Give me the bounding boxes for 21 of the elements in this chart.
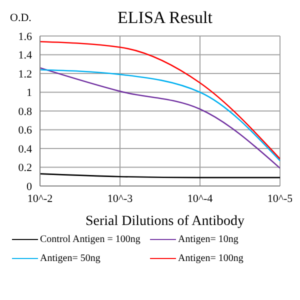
legend-label: Antigen= 10ng: [178, 234, 238, 245]
chart-title: ELISA Result: [118, 8, 212, 27]
legend-label: Antigen= 50ng: [40, 253, 100, 264]
y-tick-label: 0.8: [18, 106, 32, 118]
y-tick-label: 1.6: [18, 30, 32, 43]
y-tick-label: 1: [26, 87, 32, 100]
y-tick-label: 0.2: [18, 162, 32, 174]
x-tick-label: 10^-3: [107, 192, 134, 205]
legend-label: Control Antigen = 100ng: [40, 234, 140, 245]
x-tick-label: 10^-5: [267, 192, 294, 205]
y-tick-label: 0.4: [18, 143, 32, 156]
x-tick-label: 10^-4: [187, 192, 214, 205]
y-tick-label: 1.4: [18, 50, 32, 62]
y-tick-label: 0: [26, 180, 32, 193]
y-tick-label: 1.2: [18, 68, 32, 80]
y-tick-label: 0.6: [18, 124, 32, 137]
x-tick-label: 10^-2: [27, 192, 53, 205]
legend-label: Antigen= 100ng: [178, 253, 244, 264]
y-axis-title: O.D.: [10, 12, 32, 24]
line-series: [40, 40, 280, 160]
x-axis-title: Serial Dilutions of Antibody: [84, 214, 246, 230]
